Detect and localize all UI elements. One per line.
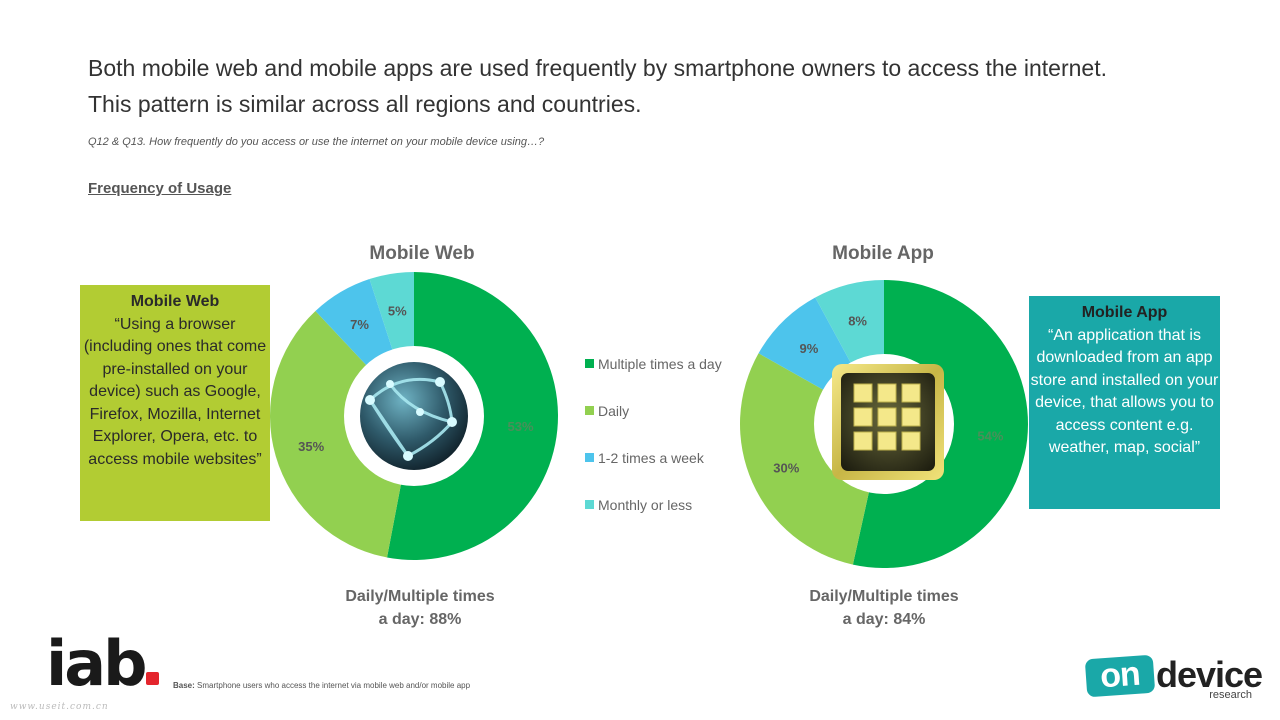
- definition-heading: Mobile Web: [130, 293, 220, 310]
- summary-line-2: a day: 84%: [842, 611, 926, 628]
- legend-swatch: [585, 500, 594, 509]
- definition-text: “Using a browser (including ones that co…: [83, 315, 267, 468]
- legend-label: Monthly or less: [598, 496, 693, 513]
- ondevice-logo-device: device: [1156, 654, 1263, 695]
- summary-line-1: Daily/Multiple times: [345, 588, 495, 605]
- summary-line-1: Daily/Multiple times: [809, 588, 959, 605]
- base-note: Base: Smartphone users who access the in…: [173, 681, 470, 690]
- definition-text: “An application that is downloaded from …: [1030, 326, 1219, 457]
- legend-swatch: [585, 359, 594, 368]
- definition-heading: Mobile App: [1081, 304, 1168, 321]
- legend-item-daily: Daily: [585, 387, 722, 434]
- legend-swatch: [585, 406, 594, 415]
- donut-label-weekly: 9%: [800, 341, 819, 356]
- ondevice-research-logo: on device research: [1084, 655, 1263, 703]
- legend-item-weekly: 1-2 times a week: [585, 434, 722, 481]
- donut-labels: 53% 35% 7% 5%: [298, 303, 534, 454]
- donut-label-daily: 30%: [773, 461, 799, 476]
- headline-line-2: This pattern is similar across all regio…: [88, 91, 642, 117]
- legend-item-monthly: Monthly or less: [585, 481, 722, 528]
- app-grid-icon: [832, 364, 944, 480]
- chart-legend: Multiple times a day Daily 1-2 times a w…: [585, 340, 722, 528]
- ondevice-logo-research: research: [1209, 689, 1252, 701]
- donut-labels: 54% 30% 9% 8%: [773, 313, 1004, 475]
- chart-title-mobile-app: Mobile App: [832, 243, 934, 264]
- headline: Both mobile web and mobile apps are used…: [88, 50, 1208, 122]
- iab-logo: iab: [46, 633, 160, 695]
- definition-box-mobile-app: Mobile App “An application that is downl…: [1029, 296, 1220, 509]
- donut-slice-daily: [270, 311, 414, 558]
- globe-icon: [360, 362, 468, 470]
- legend-swatch: [585, 453, 594, 462]
- iab-logo-dot: [146, 672, 160, 685]
- summary-mobile-web: Daily/Multiple times a day: 88%: [300, 585, 540, 631]
- donut-chart-mobile-app: 54% 30% 9% 8%: [740, 280, 1028, 568]
- base-text: Smartphone users who access the internet…: [197, 681, 471, 690]
- donut-label-monthly: 8%: [848, 313, 867, 328]
- legend-label: 1-2 times a week: [598, 449, 704, 466]
- survey-question: Q12 & Q13. How frequently do you access …: [88, 136, 545, 148]
- donut-label-monthly: 5%: [388, 303, 407, 318]
- donut-label-multiple: 53%: [507, 419, 533, 434]
- base-label: Base:: [173, 681, 195, 690]
- donut-label-weekly: 7%: [350, 317, 369, 332]
- legend-item-multiple: Multiple times a day: [585, 340, 722, 387]
- section-title: Frequency of Usage: [88, 180, 232, 197]
- definition-box-mobile-web: Mobile Web “Using a browser (including o…: [80, 285, 270, 521]
- donut-label-multiple: 54%: [977, 429, 1003, 444]
- headline-line-1: Both mobile web and mobile apps are used…: [88, 55, 1107, 81]
- donut-chart-mobile-web: 53% 35% 7% 5%: [270, 272, 558, 560]
- watermark: www.useit.com.cn: [10, 702, 109, 712]
- legend-label: Multiple times a day: [598, 355, 722, 372]
- legend-label: Daily: [598, 402, 630, 419]
- donut-label-daily: 35%: [298, 439, 324, 454]
- chart-title-mobile-web: Mobile Web: [369, 243, 475, 264]
- ondevice-logo-on: on: [1084, 655, 1156, 698]
- summary-mobile-app: Daily/Multiple times a day: 84%: [764, 585, 1004, 631]
- iab-logo-text: iab: [46, 627, 147, 700]
- summary-line-2: a day: 88%: [378, 611, 462, 628]
